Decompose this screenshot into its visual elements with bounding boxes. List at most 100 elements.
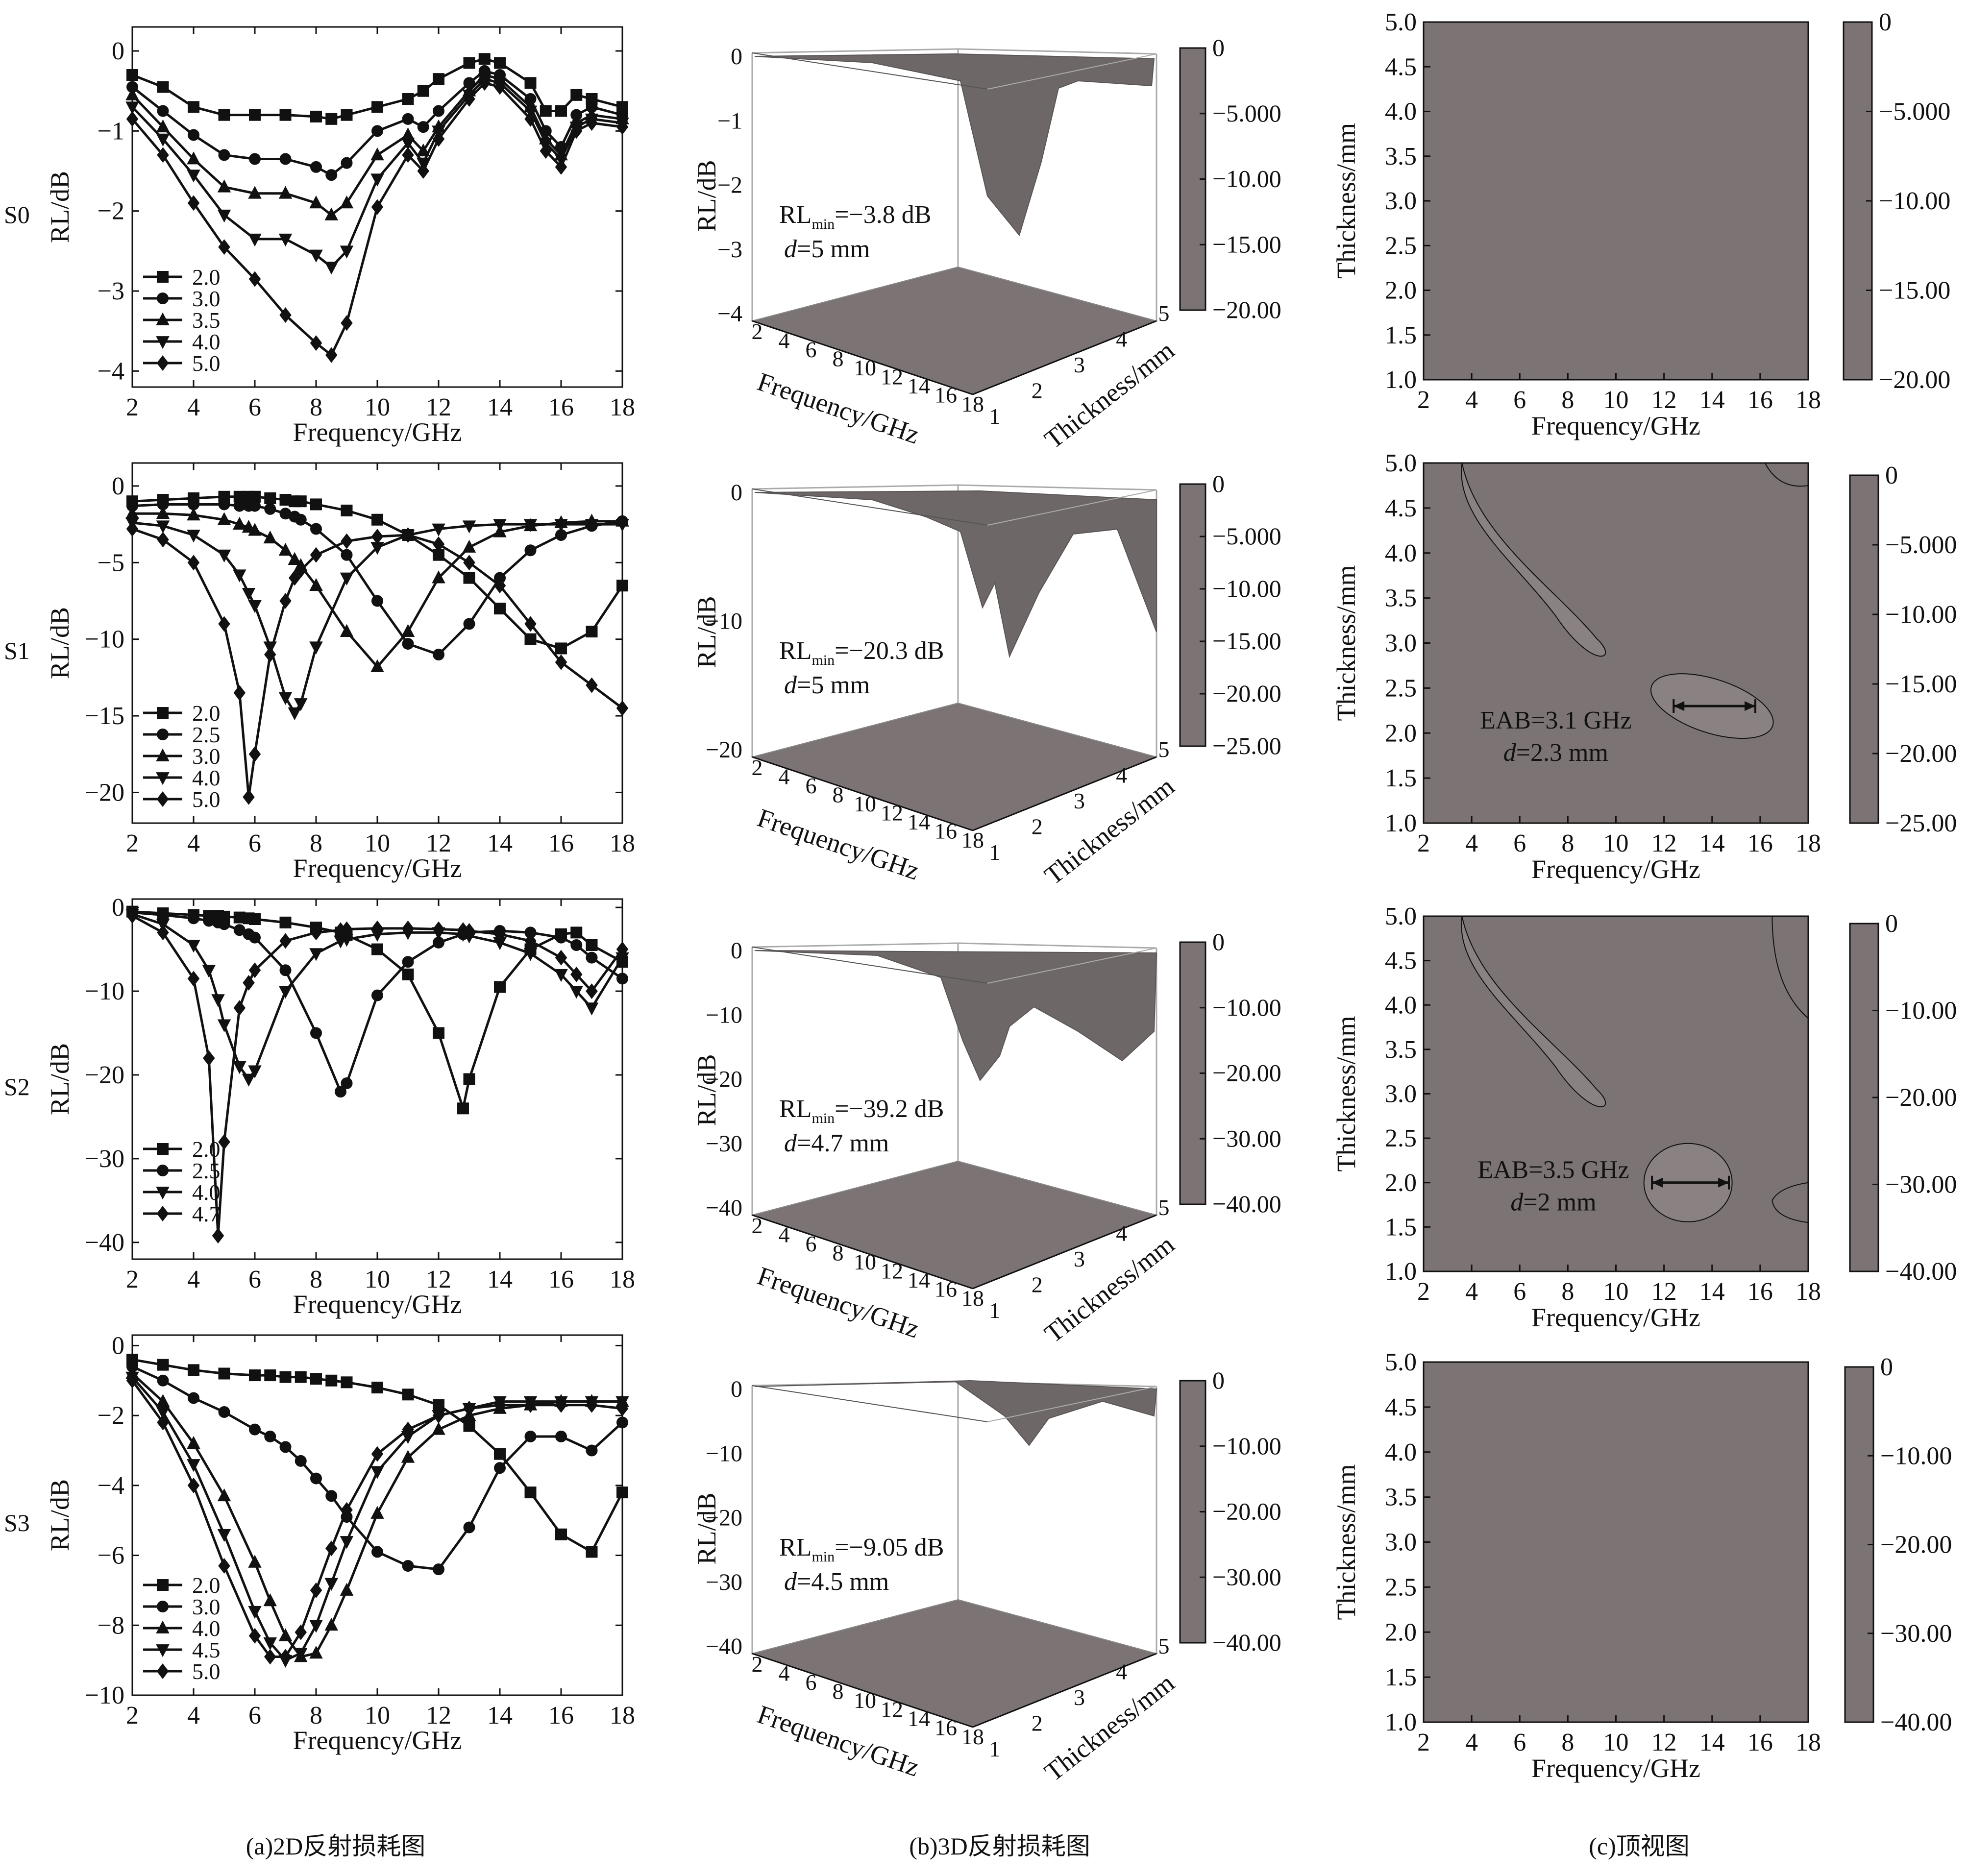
data-point — [524, 1430, 537, 1442]
data-point — [295, 513, 307, 526]
axis-frequency — [752, 1214, 973, 1290]
data-point — [278, 542, 293, 556]
y-tick-label: −30 — [85, 1145, 124, 1173]
x-tick-label: 2 — [752, 1213, 763, 1238]
x-tick-label: 16 — [935, 819, 957, 844]
y-tick-label: 1.0 — [1385, 1708, 1417, 1736]
data-point — [248, 186, 262, 199]
data-point — [340, 624, 354, 637]
data-point — [248, 962, 261, 978]
data-point — [554, 519, 568, 532]
data-point — [278, 233, 293, 247]
thickness-annotation: d=4.7 mm — [784, 1129, 889, 1157]
data-point — [570, 123, 583, 139]
data-point — [463, 618, 475, 630]
data-point — [524, 616, 537, 632]
x-tick-label: 10 — [1603, 1729, 1629, 1756]
data-point — [555, 931, 567, 944]
thickness-tick-label: 5 — [1158, 1195, 1170, 1220]
colorbar-tick-label: 0 — [1212, 1366, 1225, 1394]
thickness-tick-label: 1 — [989, 840, 1001, 865]
data-point — [340, 195, 354, 209]
y-tick-label: 4.0 — [1385, 539, 1417, 567]
series-line-5.0 — [132, 528, 623, 799]
x-tick-label: 12 — [881, 1259, 903, 1284]
data-point — [309, 641, 323, 655]
d-value: =2 mm — [1523, 1189, 1596, 1217]
data-point — [371, 529, 384, 545]
box-edge — [752, 484, 959, 490]
y-tick-label: 3.0 — [1385, 630, 1417, 658]
data-point — [295, 1371, 307, 1383]
chart-2d-s3: 2 4 6 8 10 12 14 16 18 0 −2 −4 −6 −8 −10 Frequency/GHz R… — [45, 1332, 635, 1755]
x-tick-label: 6 — [248, 393, 261, 421]
d-value: =5 mm — [797, 235, 870, 263]
y-tick-label: 5.0 — [1385, 902, 1417, 930]
series-line-4.0 — [131, 77, 623, 268]
data-point — [242, 1073, 256, 1087]
data-point — [211, 994, 225, 1007]
data-point — [187, 195, 200, 211]
data-point — [555, 654, 567, 670]
data-point — [249, 931, 261, 944]
d-value: =5 mm — [797, 671, 870, 699]
data-point — [524, 633, 537, 645]
x-tick-label: 12 — [881, 1697, 903, 1722]
colorbar-tick-label: −25.00 — [1212, 732, 1281, 759]
data-point — [462, 539, 476, 553]
z-tick-label: 0 — [731, 938, 742, 964]
x-tick-label: 4 — [779, 764, 790, 789]
z-tick-label: 0 — [731, 1376, 742, 1402]
y-tick-label: 2.5 — [1385, 1124, 1417, 1152]
colorbar-tick-label: −10.00 — [1885, 997, 1957, 1025]
y-tick-label: 1.5 — [1385, 764, 1417, 792]
data-point — [432, 131, 445, 147]
surface-edge — [987, 53, 1157, 90]
thickness-tick-label: 4 — [1116, 327, 1127, 352]
data-point — [494, 1462, 506, 1474]
colorbar-tick-label: −20.00 — [1885, 1084, 1957, 1112]
data-point — [278, 1628, 293, 1641]
data-point — [263, 1637, 277, 1651]
data-point — [463, 555, 475, 571]
colorbar-tick-label: −40.00 — [1212, 1190, 1281, 1218]
d-prefix: d — [1510, 1189, 1524, 1217]
colorbar-tick-label: −15.00 — [1212, 627, 1281, 655]
y-tick-label: 2.5 — [1385, 674, 1417, 702]
data-point — [156, 506, 170, 519]
x-tick-label: 6 — [806, 1231, 817, 1256]
data-point — [202, 1050, 215, 1066]
x-axis-label: Frequency/GHz — [293, 417, 462, 447]
x-tick-label: 10 — [365, 1266, 390, 1293]
rl-subscript: min — [812, 652, 835, 668]
data-point — [402, 920, 414, 936]
y-axis-label: RL/dB — [45, 1043, 74, 1115]
colorbar-tick-label: 0 — [1212, 928, 1225, 955]
caption-2d: (a)2D反射损耗图 — [246, 1832, 426, 1860]
data-point — [288, 707, 302, 721]
y-tick-label: 0 — [112, 1332, 124, 1360]
data-point — [324, 1617, 339, 1631]
colorbar-tick-label: 0 — [1885, 910, 1898, 938]
data-point — [371, 943, 383, 955]
x-tick-label: 4 — [779, 1661, 790, 1686]
x-tick-label: 12 — [1651, 1278, 1677, 1306]
z-tick-label: 0 — [731, 480, 742, 506]
x-tick-label: 16 — [1747, 1278, 1773, 1306]
colorbar-tick-label: −30.00 — [1880, 1620, 1952, 1648]
data-point — [341, 109, 353, 121]
data-point — [554, 969, 568, 982]
colorbar-tick-label: −40.00 — [1880, 1708, 1952, 1736]
x-tick-label: 14 — [908, 373, 930, 398]
d-value: =4.7 mm — [797, 1129, 889, 1157]
x-tick-label: 2 — [1417, 386, 1430, 414]
data-point — [288, 570, 301, 586]
data-point — [371, 920, 384, 936]
colorbar-tick-label: 0 — [1880, 1353, 1893, 1381]
x-tick-label: 2 — [1417, 1729, 1430, 1756]
legend-marker — [157, 271, 169, 283]
thickness-tick-label: 4 — [1116, 763, 1127, 788]
data-point — [586, 1546, 598, 1558]
legend-marker — [156, 1644, 170, 1657]
rl-contour-corner — [1771, 1182, 1809, 1223]
